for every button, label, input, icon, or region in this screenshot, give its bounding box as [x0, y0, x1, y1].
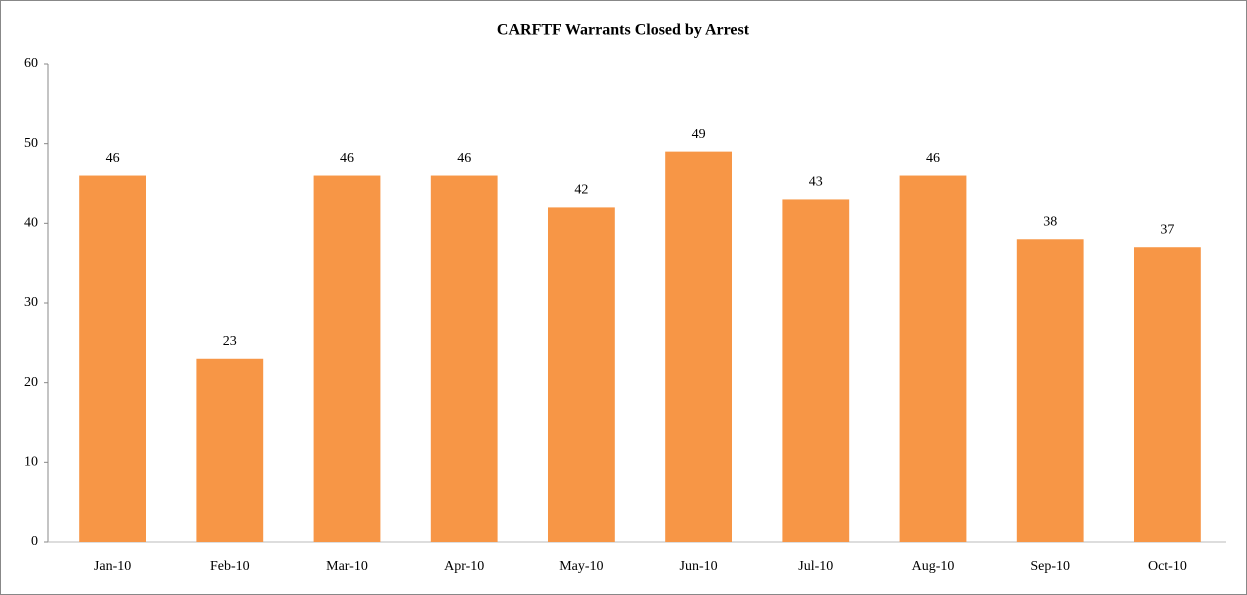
bar: [313, 175, 381, 543]
data-label: 43: [809, 175, 823, 190]
bar: [430, 175, 498, 543]
x-tick-label: Apr-10: [444, 559, 484, 574]
y-tick-label: 50: [24, 136, 38, 151]
x-tick-label: Jun-10: [680, 559, 718, 574]
x-tick-label: May-10: [559, 559, 603, 574]
bar: [899, 175, 967, 543]
y-tick-label: 40: [24, 216, 38, 231]
x-tick-label: Jan-10: [94, 559, 131, 574]
data-label: 37: [1160, 222, 1174, 237]
data-label: 46: [106, 151, 120, 166]
bar: [1133, 247, 1201, 542]
x-tick-label: Mar-10: [326, 559, 368, 574]
data-label: 23: [223, 334, 237, 349]
x-tick-label: Oct-10: [1148, 559, 1187, 574]
data-label: 46: [926, 151, 940, 166]
data-label: 49: [692, 127, 706, 142]
data-label: 46: [340, 151, 354, 166]
x-tick-label: Jul-10: [798, 559, 833, 574]
x-tick-label: Aug-10: [912, 559, 955, 574]
bar: [547, 207, 615, 542]
y-tick-label: 0: [31, 534, 38, 549]
y-tick-label: 20: [24, 375, 38, 390]
x-tick-label: Sep-10: [1030, 559, 1070, 574]
bar: [1016, 239, 1084, 542]
bar: [196, 358, 264, 542]
bar: [665, 151, 733, 542]
data-label: 42: [574, 183, 588, 198]
data-label: 46: [457, 151, 471, 166]
y-tick-label: 60: [24, 56, 38, 71]
bar: [782, 199, 850, 542]
x-tick-label: Feb-10: [210, 559, 250, 574]
data-label: 38: [1043, 214, 1057, 229]
chart-title: CARFTF Warrants Closed by Arrest: [497, 22, 750, 39]
bar: [79, 175, 147, 543]
y-tick-label: 10: [24, 455, 38, 470]
y-tick-label: 30: [24, 295, 38, 310]
